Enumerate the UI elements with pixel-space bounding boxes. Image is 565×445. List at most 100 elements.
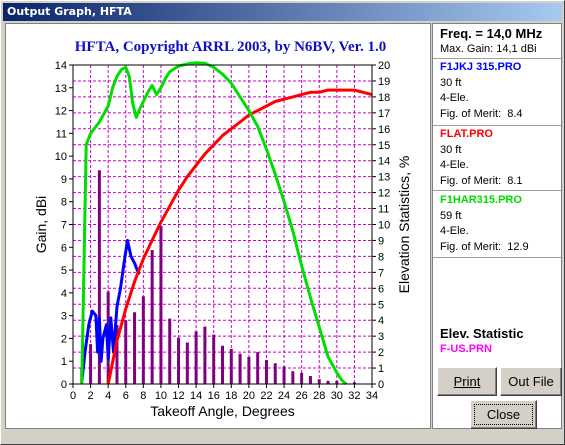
y2-tick-label: 5 (378, 299, 384, 311)
y2-tick-label: 13 (378, 172, 390, 184)
series-line-3 (80, 61, 347, 386)
antenna-2-elements: 4-Ele. (440, 159, 469, 171)
close-button[interactable]: Close (470, 400, 537, 429)
statistic-bar (273, 363, 277, 384)
y2-tick-label: 18 (378, 92, 390, 104)
y-tick-label: 7 (61, 220, 67, 232)
merit-label: Fig. of Merit: (440, 241, 502, 253)
y-tick-label: 2 (61, 333, 67, 345)
statistic-bar (264, 360, 268, 384)
x-tick-label: 26 (296, 390, 308, 402)
y-axis-label: Gain, dBi (33, 196, 49, 254)
x-tick-label: 8 (140, 390, 146, 402)
x-tick-label: 18 (225, 390, 237, 402)
x-tick-label: 22 (260, 390, 272, 402)
y-tick-label: 0 (61, 379, 67, 391)
x-axis-label: Takeoff Angle, Degrees (150, 403, 295, 419)
statistic-bar (291, 371, 295, 384)
y2-tick-label: 1 (378, 363, 384, 375)
statistic-bar (124, 320, 128, 384)
y2-tick-label: 20 (378, 60, 390, 72)
statistic-bar (177, 337, 181, 384)
x-tick-label: 28 (313, 390, 325, 402)
max-gain-label: Max. Gain: 14,1 dBi (440, 43, 537, 55)
x-tick-label: 0 (70, 390, 76, 402)
statistic-bar (133, 312, 137, 384)
statistic-bar (141, 296, 145, 384)
statistic-bar (89, 344, 93, 384)
x-tick-label: 32 (348, 390, 360, 402)
statistic-bar (212, 334, 216, 384)
y-tick-label: 10 (55, 151, 67, 163)
statistic-bar (203, 326, 207, 384)
x-tick-label: 34 (366, 390, 378, 402)
antenna-1-height: 30 ft (440, 77, 462, 89)
y2-tick-label: 7 (378, 267, 384, 279)
statistic-bar (229, 348, 233, 384)
statistic-bar (221, 345, 224, 384)
statistic-bar (168, 318, 172, 384)
x-tick-label: 12 (172, 390, 184, 402)
y2-tick-label: 19 (378, 76, 390, 88)
x-tick-label: 20 (243, 390, 255, 402)
y-tick-label: 3 (61, 311, 67, 323)
statistic-bar (300, 372, 304, 384)
merit-label: Fig. of Merit: (440, 175, 502, 187)
divider (433, 58, 561, 59)
y-tick-label: 14 (55, 60, 67, 72)
y-tick-label: 1 (61, 356, 67, 368)
statistic-bar (308, 376, 312, 384)
x-tick-label: 14 (190, 390, 202, 402)
antenna-2-name: FLAT.PRO (440, 128, 493, 140)
antenna-2-merit: Fig. of Merit: 8.1 (440, 175, 523, 187)
frequency-label: Freq. = 14,0 MHz (440, 26, 543, 41)
y2-tick-label: 17 (378, 108, 390, 120)
divider (433, 125, 561, 126)
window-title: Output Graph, HFTA (7, 5, 132, 18)
antenna-3-height: 59 ft (440, 210, 462, 222)
elev-statistic-file: F-US.PRN (440, 343, 492, 355)
x-tick-label: 24 (278, 390, 290, 402)
statistic-bar (256, 352, 260, 384)
merit-label: Fig. of Merit: (440, 108, 502, 120)
info-panel: Freq. = 14,0 MHz Max. Gain: 14,1 dBi F1J… (432, 23, 562, 429)
statistic-bar (317, 379, 321, 384)
y-tick-label: 6 (61, 242, 67, 254)
y2-tick-label: 3 (378, 331, 384, 343)
antenna-3-name: F1HAR315.PRO (440, 194, 522, 206)
antenna-2-height: 30 ft (440, 144, 462, 156)
y-tick-label: 8 (61, 197, 67, 209)
statistic-bar (185, 342, 189, 384)
y2-tick-label: 2 (378, 347, 384, 359)
x-tick-label: 16 (208, 390, 220, 402)
x-tick-label: 6 (123, 390, 129, 402)
statistic-bar (247, 356, 251, 384)
y-tick-label: 11 (56, 128, 67, 140)
title-bar[interactable]: Output Graph, HFTA (3, 3, 562, 21)
statistic-bar (352, 382, 356, 384)
statistic-bar (238, 353, 242, 384)
antenna-1-elements: 4-Ele. (440, 92, 469, 104)
antenna-1-name: F1JKJ 315.PRO (440, 61, 522, 73)
y-tick-label: 5 (61, 265, 67, 277)
statistic-bar (159, 226, 163, 384)
antenna-1-merit: Fig. of Merit: 8.4 (440, 108, 523, 120)
out-file-button[interactable]: Out File (500, 367, 562, 396)
elev-statistic-title: Elev. Statistic (440, 326, 524, 341)
print-button[interactable]: Print (437, 367, 497, 396)
statistic-bar (326, 380, 330, 384)
series-line-1 (80, 238, 141, 382)
y2-tick-label: 4 (378, 315, 384, 327)
merit-value: 8.1 (507, 175, 523, 187)
antenna-3-elements: 4-Ele. (440, 225, 469, 237)
x-tick-label: 30 (331, 390, 343, 402)
merit-value: 8.4 (507, 108, 523, 120)
gain-chart: HFTA, Copyright ARRL 2003, by N6BV, Ver.… (33, 39, 412, 419)
y2-tick-label: 16 (378, 124, 390, 136)
y2-tick-label: 12 (378, 188, 390, 200)
statistic-bar (335, 380, 339, 384)
graph-panel: HFTA, Copyright ARRL 2003, by N6BV, Ver.… (5, 23, 431, 429)
y2-tick-label: 6 (378, 283, 384, 295)
antenna-3-merit: Fig. of Merit: 12.9 (440, 241, 529, 253)
statistic-bar (194, 331, 198, 384)
